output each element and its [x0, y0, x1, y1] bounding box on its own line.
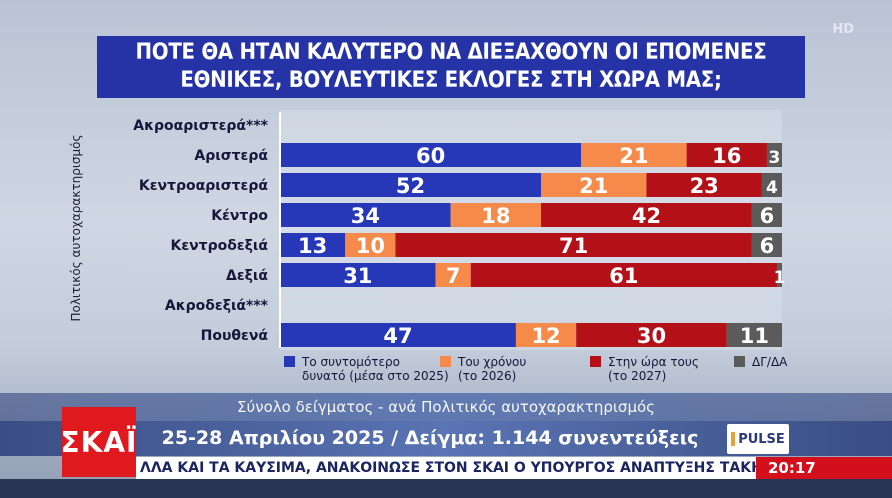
skai-logo: ΣΚΑΪ	[61, 407, 136, 477]
legend-swatch	[440, 356, 451, 367]
bar-value-label: 4	[766, 178, 778, 198]
bar-value-label: 21	[619, 144, 648, 168]
chart-title-line-1: ΠΟΤΕ ΘΑ ΗΤΑΝ ΚΑΛΥΤΕΡΟ ΝΑ ΔΙΕΞΑΧΘΟΥΝ ΟΙ Ε…	[135, 40, 767, 65]
bar-segment	[280, 233, 346, 257]
category-label: Ακροδεξιά***	[165, 298, 269, 314]
bar-value-label: 47	[383, 324, 412, 348]
category-label: Κεντροαριστερά	[139, 178, 268, 194]
bar-value-label: 31	[343, 264, 372, 288]
bar-value-label: 6	[760, 204, 775, 228]
category-label: Κεντροδεξιά	[170, 238, 268, 254]
bar-segment	[686, 143, 767, 167]
bar-segment	[576, 323, 727, 347]
bar-segment	[345, 233, 396, 257]
bar-segment	[766, 143, 782, 167]
bar-value-label: 30	[637, 324, 666, 348]
bar-segment	[776, 263, 782, 287]
legend-swatch	[590, 356, 601, 367]
bar-value-label: 52	[396, 174, 425, 198]
bar-value-label: 11	[740, 324, 769, 348]
legend-label: δυνατό (μέσα στο 2025)	[302, 369, 449, 383]
bar-segment	[761, 173, 782, 197]
bar-segment	[751, 233, 782, 257]
survey-dates-caption: 25-28 Απριλίου 2025 / Δείγμα: 1.144 συνε…	[161, 427, 699, 449]
stacked-bar-chart: Ακροαριστερά***Αριστερά 60 21 16 3Κεντροαρισ…	[133, 118, 789, 383]
bar-segment	[470, 263, 777, 287]
chart-title-line-2: ΕΘΝΙΚΕΣ, ΒΟΥΛΕΥΤΙΚΕΣ ΕΚΛΟΓΕΣ ΣΤΗ ΧΩΡΑ ΜΑ…	[180, 68, 722, 93]
bar-segment	[541, 203, 752, 227]
bar-value-label: 71	[559, 234, 588, 258]
chart-title: ΠΟΤΕ ΘΑ ΗΤΑΝ ΚΑΛΥΤΕΡΟ ΝΑ ΔΙΕΞΑΧΘΟΥΝ ΟΙ Ε…	[97, 36, 805, 98]
pulse-logo-mark	[731, 432, 736, 446]
legend-label: Του χρόνου	[457, 355, 526, 369]
category-label: Κέντρο	[211, 208, 268, 224]
bar-value-label: 34	[351, 204, 380, 228]
news-ticker: ΛΛΑ ΚΑΙ ΤΑ ΚΑΥΣΙΜΑ, ΑΝΑΚΟΙΝΩΣΕ ΣΤΟΝ ΣΚΑΙ…	[136, 457, 760, 479]
bar-segment	[581, 143, 687, 167]
bar-segment	[646, 173, 762, 197]
bar-value-label: 61	[609, 264, 638, 288]
bar-value-label: 18	[481, 204, 510, 228]
bar-value-label: 42	[632, 204, 661, 228]
bar-value-label: 60	[416, 144, 445, 168]
bar-segment	[751, 203, 782, 227]
legend-label: ΔΓ/ΔΑ	[752, 355, 788, 369]
pulse-logo: PULSE	[727, 424, 789, 454]
bar-segment	[726, 323, 782, 347]
pulse-logo-text: PULSE	[738, 431, 785, 447]
bar-value-label: 3	[769, 148, 781, 168]
bar-segment	[435, 263, 471, 287]
bar-segment	[280, 323, 516, 347]
bar-value-label: 1	[774, 268, 786, 288]
bar-segment	[395, 233, 752, 257]
bar-segment	[280, 263, 436, 287]
category-label: Πουθενά	[201, 328, 269, 344]
bar-segment	[280, 203, 451, 227]
bar-segment	[541, 173, 647, 197]
hd-badge: HD	[832, 22, 854, 37]
bar-value-label: 21	[579, 174, 608, 198]
broadcast-clock: 20:17	[756, 457, 892, 479]
category-label: Δεξιά	[226, 268, 268, 284]
bar-value-label: 6	[760, 234, 775, 258]
legend-label: Στην ώρα τους	[608, 355, 699, 369]
bar-segment	[515, 323, 577, 347]
bar-value-label: 16	[712, 144, 741, 168]
legend-label: (το 2027)	[608, 369, 666, 383]
legend-swatch	[734, 356, 745, 367]
bar-segment	[450, 203, 542, 227]
bar-value-label: 23	[690, 174, 719, 198]
bar-value-label: 12	[531, 324, 560, 348]
legend-swatch	[284, 356, 295, 367]
bar-value-label: 7	[446, 264, 461, 288]
category-label: Ακροαριστερά***	[133, 118, 268, 134]
bar-segment	[280, 173, 542, 197]
sample-caption: Σύνολο δείγματος - ανά Πολιτικός αυτοχαρ…	[0, 393, 892, 421]
bottom-strip	[0, 479, 892, 498]
legend-label: (το 2026)	[458, 369, 516, 383]
category-label: Αριστερά	[194, 148, 268, 164]
legend-label: Το συντομότερο	[301, 355, 400, 369]
bar-value-label: 13	[298, 234, 327, 258]
bar-segment	[280, 143, 582, 167]
bar-value-label: 10	[356, 234, 385, 258]
